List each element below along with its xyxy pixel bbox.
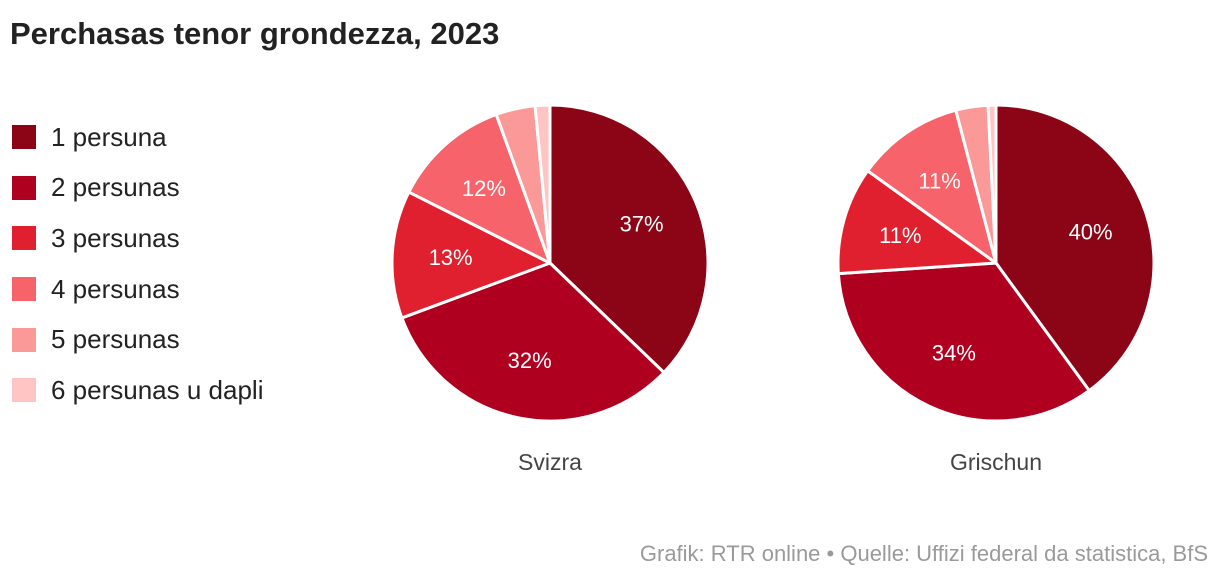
pie-slice-1-persuna xyxy=(548,103,710,374)
pie-slice-3-persunas xyxy=(836,169,998,276)
data-label: 12% xyxy=(462,176,506,201)
pie-grischun: 40% 34% 11% 11% Grischun xyxy=(836,103,1156,475)
data-label: 11% xyxy=(879,223,921,248)
legend-item-5-persunas: 5 persunas xyxy=(12,314,263,365)
legend-swatch xyxy=(12,226,36,251)
legend-label: 5 persunas xyxy=(51,324,180,355)
legend-swatch xyxy=(12,277,36,302)
pie-caption: Svizra xyxy=(518,449,582,475)
data-label: 37% xyxy=(620,212,664,237)
chart-title: Perchasas tenor grondezza, 2023 xyxy=(10,16,500,51)
pie-slice-4-persunas xyxy=(407,112,552,265)
pie-slice-6-persunas-u-dapli xyxy=(533,103,552,265)
data-label: 11% xyxy=(918,169,960,194)
legend-label: 4 persunas xyxy=(51,273,180,304)
data-label: 40% xyxy=(1069,220,1113,245)
legend-item-1-persuna: 1 persuna xyxy=(12,112,263,163)
legend: 1 persuna 2 persunas 3 persunas 4 persun… xyxy=(12,112,263,416)
data-label: 34% xyxy=(932,341,976,366)
legend-swatch xyxy=(12,175,36,200)
pie-slice-4-persunas xyxy=(866,108,998,265)
legend-item-2-persunas: 2 persunas xyxy=(12,163,263,214)
source-note: Grafik: RTR online • Quelle: Uffizi fede… xyxy=(639,541,1208,566)
legend-label: 1 persuna xyxy=(51,121,167,152)
legend-label: 6 persunas u dapli xyxy=(51,374,264,405)
legend-item-3-persunas: 3 persunas xyxy=(12,213,263,264)
pie-slice-6-persunas-u-dapli xyxy=(986,103,998,265)
pie-slice-2-persunas xyxy=(836,261,1091,423)
pie-caption: Grischun xyxy=(950,449,1042,475)
pie-slice-3-persunas xyxy=(390,190,552,320)
legend-swatch xyxy=(12,125,36,150)
pie-slice-2-persunas xyxy=(400,261,666,423)
legend-item-4-persunas: 4 persunas xyxy=(12,264,263,315)
legend-label: 3 persunas xyxy=(51,222,180,253)
pie-svizra: 37% 32% 13% 12% Svizra xyxy=(390,103,710,475)
legend-swatch xyxy=(12,327,36,352)
data-label: 32% xyxy=(508,348,552,373)
legend-item-6-persunas-u-dapli: 6 persunas u dapli xyxy=(12,365,263,416)
pie-slice-1-persuna xyxy=(994,103,1156,393)
data-label: 13% xyxy=(429,245,473,270)
legend-swatch xyxy=(12,378,36,403)
legend-label: 2 persunas xyxy=(51,172,180,203)
